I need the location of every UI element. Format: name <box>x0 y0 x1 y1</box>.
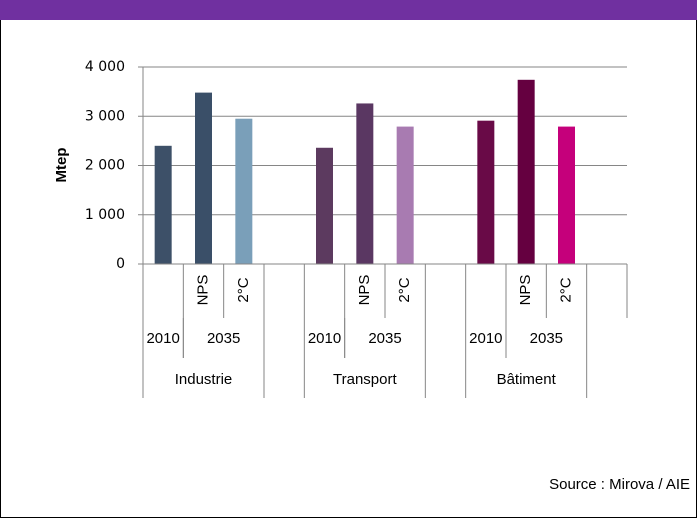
x-tick-label: NPS <box>356 275 373 306</box>
y-tick-label: 1 000 <box>85 207 125 223</box>
period-label: 2010 <box>308 330 341 347</box>
bar <box>517 79 535 265</box>
period-label: 2035 <box>207 330 240 347</box>
y-tick-label: 4 000 <box>85 59 125 75</box>
group-label: Industrie <box>175 371 233 388</box>
bar <box>316 147 333 264</box>
group-label: Bâtiment <box>497 371 557 388</box>
bar <box>558 126 575 264</box>
x-tick-label: 2°C <box>396 277 413 302</box>
bar <box>195 92 212 264</box>
y-axis-label: Mtep <box>53 148 70 183</box>
bar <box>235 118 253 265</box>
period-label: 2010 <box>469 330 502 347</box>
bar <box>154 145 172 264</box>
period-label: 2035 <box>530 330 563 347</box>
x-tick-label: 2°C <box>557 277 574 302</box>
group-label: Transport <box>333 371 397 388</box>
period-label: 2010 <box>146 330 179 347</box>
y-tick-label: 0 <box>116 256 125 272</box>
source: Source : Mirova / AIE <box>549 476 690 493</box>
bar <box>396 126 414 264</box>
y-tick-label: 2 000 <box>85 158 125 174</box>
bar <box>356 103 374 264</box>
y-tick-label: 3 000 <box>85 108 125 124</box>
x-tick-label: 2°C <box>235 277 252 302</box>
x-tick-label: NPS <box>194 275 211 306</box>
bar <box>477 120 495 265</box>
x-tick-label: NPS <box>517 275 534 306</box>
period-label: 2035 <box>368 330 401 347</box>
header-bar <box>0 0 697 20</box>
